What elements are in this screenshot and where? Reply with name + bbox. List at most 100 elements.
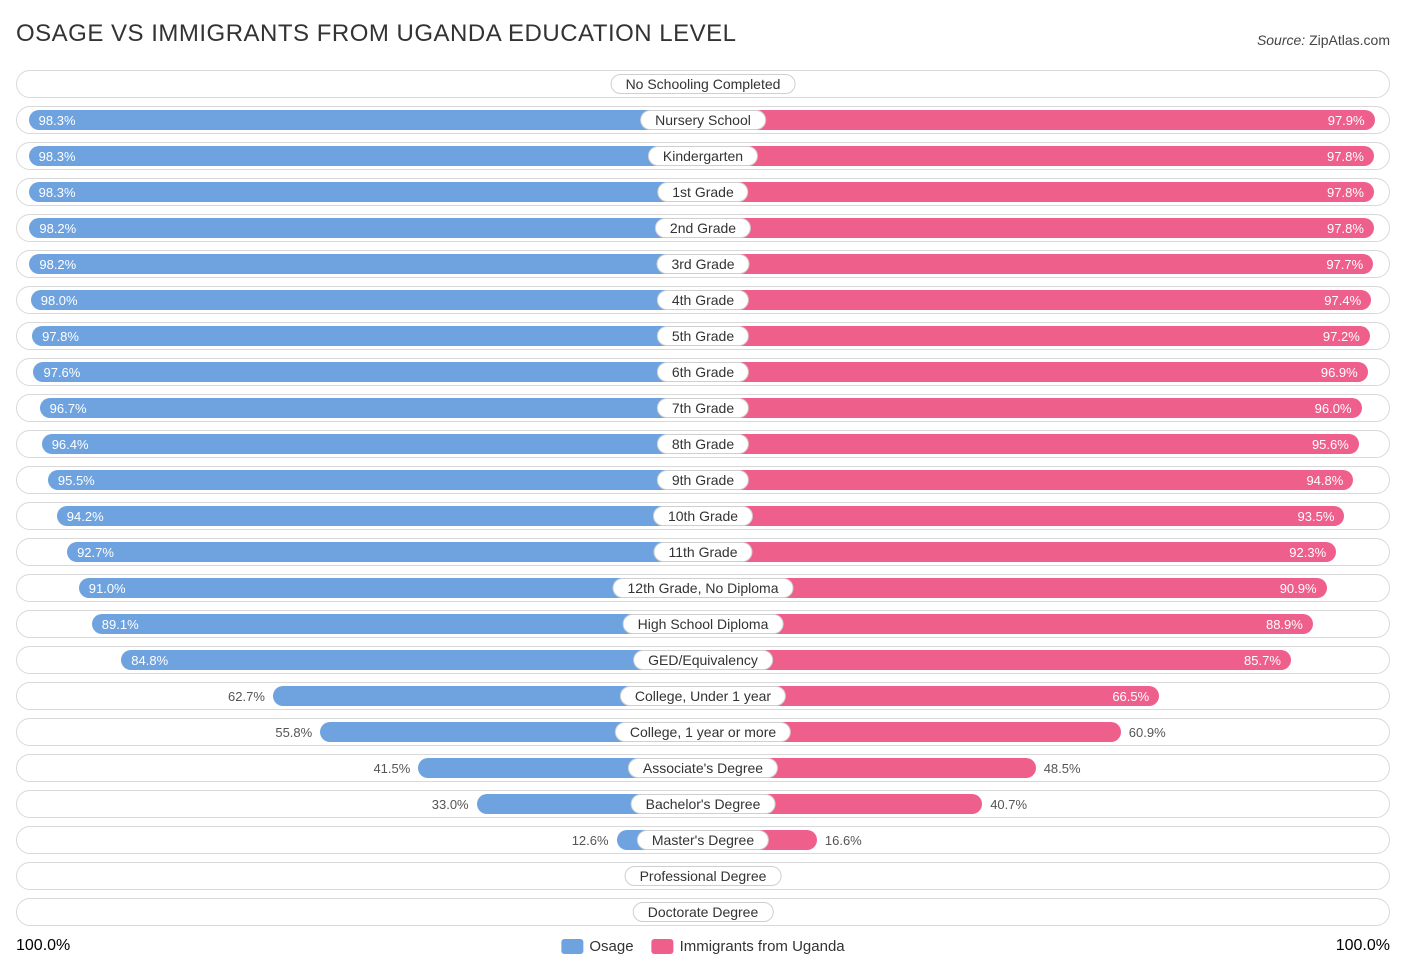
bar-osage: 95.5% — [48, 470, 703, 490]
chart-row: 94.2%93.5%10th Grade — [16, 502, 1390, 530]
bar-value-uganda: 97.8% — [1327, 149, 1364, 164]
bar-osage: 94.2% — [57, 506, 703, 526]
chart-row: 89.1%88.9%High School Diploma — [16, 610, 1390, 638]
bar-osage: 92.7% — [67, 542, 703, 562]
legend: Osage Immigrants from Uganda — [561, 938, 844, 955]
source-attribution: Source: ZipAtlas.com — [1257, 32, 1390, 48]
category-label: College, Under 1 year — [620, 686, 786, 706]
chart-title: OSAGE VS IMMIGRANTS FROM UGANDA EDUCATIO… — [16, 20, 737, 48]
bar-osage: 98.3% — [29, 110, 703, 130]
chart-row: 98.3%97.8%1st Grade — [16, 178, 1390, 206]
chart-row: 96.7% 96.0% 7th Grade — [16, 394, 1390, 422]
bar-uganda: 92.3% — [703, 542, 1336, 562]
bar-value-uganda: 94.8% — [1306, 473, 1343, 488]
bar-value-osage: 97.8% — [42, 329, 79, 344]
bar-value-uganda: 97.2% — [1323, 329, 1360, 344]
category-label: 6th Grade — [657, 362, 749, 382]
bar-value-uganda: 95.6% — [1312, 437, 1349, 452]
category-label: GED/Equivalency — [633, 650, 773, 670]
legend-item-uganda: Immigrants from Uganda — [652, 938, 845, 955]
bar-value-osage: 98.0% — [41, 293, 78, 308]
category-label: High School Diploma — [623, 614, 784, 634]
bar-value-osage: 12.6% — [572, 827, 609, 853]
axis-right-label: 100.0% — [1336, 937, 1390, 955]
bar-value-osage: 55.8% — [275, 719, 312, 745]
bar-value-uganda: 97.7% — [1326, 257, 1363, 272]
chart-row: 97.6% 96.9% 6th Grade — [16, 358, 1390, 386]
bar-osage: 96.7% — [40, 398, 703, 418]
bar-value-uganda: 97.4% — [1324, 293, 1361, 308]
category-label: 5th Grade — [657, 326, 749, 346]
bar-value-uganda: 97.9% — [1328, 113, 1365, 128]
bar-osage: 98.2% — [29, 218, 703, 238]
category-label: Doctorate Degree — [633, 902, 774, 922]
bar-uganda: 85.7% — [703, 650, 1291, 670]
bar-osage: 96.4% — [42, 434, 703, 454]
bar-uganda: 97.4% — [703, 290, 1371, 310]
chart-row: 33.0% 40.7% Bachelor's Degree — [16, 790, 1390, 818]
source-name: ZipAtlas.com — [1309, 32, 1390, 48]
bar-value-uganda: 60.9% — [1129, 719, 1166, 745]
chart-row: 92.7% 92.3% 11th Grade — [16, 538, 1390, 566]
bar-value-osage: 91.0% — [89, 581, 126, 596]
category-label: 8th Grade — [657, 434, 749, 454]
bar-value-uganda: 96.0% — [1315, 401, 1352, 416]
category-label: 9th Grade — [657, 470, 749, 490]
bar-osage: 98.2% — [29, 254, 703, 274]
legend-label-uganda: Immigrants from Uganda — [680, 938, 845, 955]
chart-row: 96.4% 95.6% 8th Grade — [16, 430, 1390, 458]
bar-uganda: 96.9% — [703, 362, 1368, 382]
chart-footer: 100.0% Osage Immigrants from Uganda 100.… — [16, 934, 1390, 958]
bar-value-uganda: 97.8% — [1327, 221, 1364, 236]
bar-osage: 97.6% — [33, 362, 703, 382]
category-label: Professional Degree — [625, 866, 782, 886]
chart-row: 98.3% 97.9% Nursery School — [16, 106, 1390, 134]
legend-swatch-osage — [561, 939, 583, 954]
category-label: Nursery School — [640, 110, 766, 130]
bar-value-uganda: 16.6% — [825, 827, 862, 853]
bar-value-uganda: 97.8% — [1327, 185, 1364, 200]
bar-value-uganda: 92.3% — [1289, 545, 1326, 560]
category-label: 4th Grade — [657, 290, 749, 310]
category-label: 11th Grade — [653, 542, 752, 562]
bar-value-osage: 96.7% — [50, 401, 87, 416]
chart-row: 1.8%2.3%No Schooling Completed — [16, 70, 1390, 98]
bar-value-uganda: 85.7% — [1244, 653, 1281, 668]
category-label: 12th Grade, No Diploma — [613, 578, 794, 598]
bar-osage: 98.3% — [29, 182, 703, 202]
header: OSAGE VS IMMIGRANTS FROM UGANDA EDUCATIO… — [16, 20, 1390, 48]
bar-value-osage: 33.0% — [432, 791, 469, 817]
chart-row: 12.6%16.6%Master's Degree — [16, 826, 1390, 854]
bar-value-osage: 98.3% — [39, 149, 76, 164]
bar-value-uganda: 66.5% — [1112, 689, 1149, 704]
bar-osage: 98.3% — [29, 146, 703, 166]
chart-row: 98.2%97.8%2nd Grade — [16, 214, 1390, 242]
bar-value-osage: 62.7% — [228, 683, 265, 709]
chart-row: 3.7%5.0%Professional Degree — [16, 862, 1390, 890]
bar-value-uganda: 96.9% — [1321, 365, 1358, 380]
axis-left-label: 100.0% — [16, 937, 70, 955]
chart-row: 98.0% 97.4% 4th Grade — [16, 286, 1390, 314]
source-label: Source: — [1257, 32, 1305, 48]
bar-value-osage: 89.1% — [102, 617, 139, 632]
bar-uganda: 97.8% — [703, 218, 1374, 238]
category-label: Bachelor's Degree — [631, 794, 776, 814]
category-label: 7th Grade — [657, 398, 749, 418]
bar-value-osage: 41.5% — [373, 755, 410, 781]
chart-row: 1.7%2.2%Doctorate Degree — [16, 898, 1390, 926]
bar-uganda: 95.6% — [703, 434, 1359, 454]
chart-row: 91.0% 90.9%12th Grade, No Diploma — [16, 574, 1390, 602]
bar-uganda: 97.8% — [703, 182, 1374, 202]
bar-value-osage: 98.3% — [39, 113, 76, 128]
bar-osage: 84.8% — [121, 650, 703, 670]
bar-osage: 98.0% — [31, 290, 703, 310]
chart-row: 55.8%60.9%College, 1 year or more — [16, 718, 1390, 746]
bar-uganda: 90.9% — [703, 578, 1327, 598]
bar-uganda: 97.9% — [703, 110, 1375, 130]
bar-value-osage: 95.5% — [58, 473, 95, 488]
bar-value-osage: 98.2% — [39, 257, 76, 272]
chart-row: 84.8% 85.7% GED/Equivalency — [16, 646, 1390, 674]
bar-value-uganda: 40.7% — [990, 791, 1027, 817]
bar-value-osage: 92.7% — [77, 545, 114, 560]
category-label: Kindergarten — [648, 146, 758, 166]
